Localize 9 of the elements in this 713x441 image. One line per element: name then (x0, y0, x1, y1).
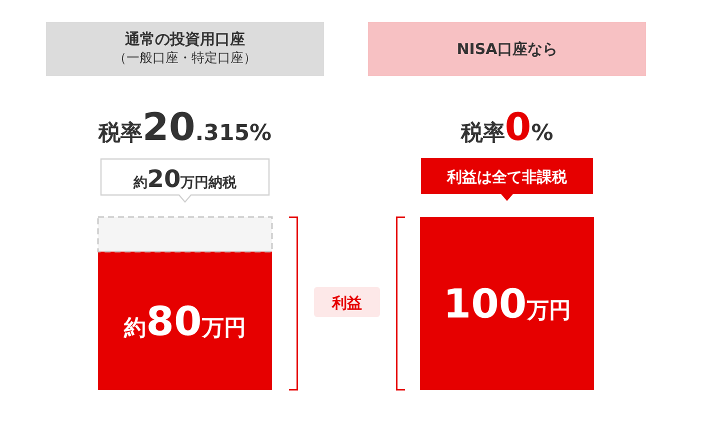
data-label: 約20万円納税 (132, 165, 238, 193)
data-label: 約80万円 (123, 298, 246, 345)
data-label: 100万円 (443, 282, 571, 328)
annotation: 利益 (331, 294, 362, 312)
x-tick-label: NISA口座なら (456, 40, 558, 58)
text: 利益は全て非課税 (446, 168, 568, 186)
text: 税率0% (460, 105, 554, 149)
text: 税率20.315% (97, 105, 272, 149)
x-tick-label: 通常の投資用口座（一般口座・特定口座） (114, 30, 256, 66)
